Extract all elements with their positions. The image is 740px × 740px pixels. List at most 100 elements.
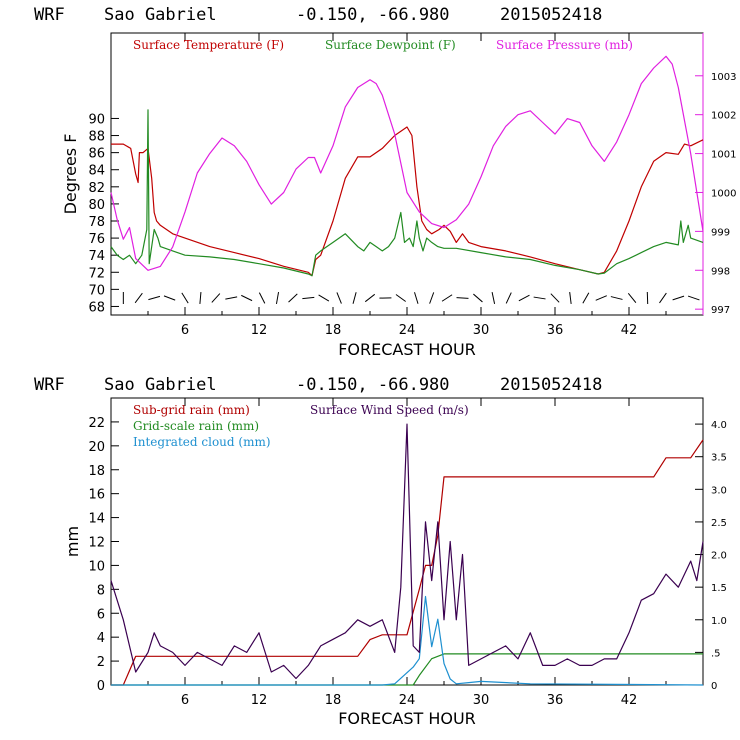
x-tick-label: 12 — [251, 693, 268, 708]
header-coords: -0.150, -66.980 — [296, 5, 450, 25]
y2-tick-label: 1002 — [711, 111, 736, 122]
legend-dewpoint: Surface Dewpoint (F) — [325, 38, 456, 52]
wind-barb — [134, 292, 143, 304]
header-model: WRF — [34, 375, 65, 395]
x-tick-label: 6 — [181, 693, 189, 708]
wind-barb — [163, 295, 176, 301]
wind-barb — [414, 292, 419, 304]
wind-barb — [610, 296, 623, 300]
y2-tick-label: 1.0 — [711, 616, 727, 627]
wind-barb — [258, 292, 266, 304]
legend-pressure: Surface Pressure (mb) — [496, 38, 633, 52]
y2-tick-label: .5 — [711, 648, 721, 659]
y-tick-label: 68 — [88, 300, 105, 315]
x-tick-label: 12 — [251, 323, 268, 338]
y2-tick-label: 997 — [711, 305, 730, 316]
x-tick-label: 36 — [547, 693, 564, 708]
wind-barbs-row — [122, 291, 700, 305]
y-axis-label: Degrees F — [61, 134, 80, 215]
wind-barb — [199, 291, 202, 305]
wind-barb — [211, 293, 221, 303]
y2-tick-label: 999 — [711, 227, 730, 238]
wind-barb — [336, 292, 342, 304]
plot-frame-1 — [110, 32, 704, 316]
y2-tick-label: 0 — [711, 681, 717, 692]
y2-tick-label: 2.0 — [711, 551, 727, 562]
y2-tick-label: 4.0 — [711, 420, 727, 431]
y-tick-label: 12 — [88, 536, 105, 551]
y2-tick-label: 1000 — [711, 188, 736, 199]
y2-tick-label: 1001 — [711, 150, 736, 161]
wind-barb — [318, 294, 330, 302]
wind-barb — [352, 292, 357, 304]
y-tick-label: 22 — [88, 416, 105, 431]
wind-barb — [505, 292, 512, 304]
y-tick-label: 90 — [88, 112, 105, 127]
wind-barb — [275, 292, 280, 304]
y-tick-label: 0 — [97, 679, 105, 694]
x-tick-label: 18 — [325, 693, 342, 708]
legend-gridscale: Grid-scale rain (mm) — [133, 419, 259, 433]
legend-subgrid: Sub-grid rain (mm) — [133, 403, 250, 417]
legend-temperature: Surface Temperature (F) — [133, 38, 284, 52]
wind-barb — [491, 292, 496, 304]
y-tick-label: 80 — [88, 198, 105, 213]
y-tick-label: 72 — [88, 266, 105, 281]
wind-barb — [627, 293, 637, 303]
wind-barb — [595, 295, 607, 301]
header-station: Sao Gabriel — [104, 375, 217, 395]
wind-barb — [533, 296, 546, 300]
y-tick-label: 76 — [88, 232, 105, 247]
y-tick-label: 74 — [88, 249, 105, 264]
wind-barb — [302, 296, 315, 300]
y2-tick-label: 1003 — [711, 72, 736, 83]
y2-tick-label: 3.5 — [711, 453, 727, 464]
y-tick-label: 6 — [97, 607, 105, 622]
series-line-surface-pressure-mb — [110, 55, 704, 271]
y2-tick-label: 3.0 — [711, 485, 727, 496]
wind-barb — [364, 293, 376, 303]
wind-barb — [395, 294, 406, 302]
x-tick-label: 36 — [547, 323, 564, 338]
y2-tick-label: 1.5 — [711, 583, 727, 594]
x-tick-label: 24 — [399, 693, 416, 708]
wind-barb — [518, 294, 530, 302]
series-line-surface-temperature-f — [111, 126, 704, 277]
header-coords: -0.150, -66.980 — [296, 375, 450, 395]
wind-barb — [672, 295, 685, 301]
wind-barb — [687, 295, 700, 301]
series-line-surface-wind-speed-m-s — [110, 423, 704, 680]
y-tick-label: 14 — [88, 512, 105, 527]
wind-barb — [473, 293, 483, 303]
x-tick-label: 24 — [399, 323, 416, 338]
x-tick-label: 6 — [181, 323, 189, 338]
header-station: Sao Gabriel — [104, 5, 217, 25]
legend-cloud: Integrated cloud (mm) — [133, 435, 271, 449]
x-axis-label: FORECAST HOUR — [338, 340, 476, 359]
y-tick-label: 82 — [88, 181, 105, 196]
y-axis-label: mm — [63, 526, 82, 557]
header-model: WRF — [34, 5, 65, 25]
wind-barb — [225, 296, 238, 300]
legend-wind: Surface Wind Speed (m/s) — [310, 403, 469, 417]
wind-barb — [181, 292, 189, 304]
y-tick-label: 2 — [97, 655, 105, 670]
wind-barb — [241, 294, 253, 302]
header-run: 2015052418 — [500, 5, 602, 25]
x-tick-label: 30 — [473, 323, 490, 338]
x-tick-label: 18 — [325, 323, 342, 338]
wind-barb — [569, 291, 572, 305]
x-axis-label: FORECAST HOUR — [338, 709, 476, 728]
wind-barb — [456, 297, 469, 299]
wind-barb — [582, 292, 590, 304]
x-tick-label: 42 — [621, 693, 638, 708]
wind-barb — [659, 292, 667, 304]
y2-tick-label: 2.5 — [711, 518, 727, 529]
y-tick-label: 10 — [88, 559, 105, 574]
y-tick-label: 18 — [88, 464, 105, 479]
y-tick-label: 84 — [88, 164, 105, 179]
y-tick-label: 16 — [88, 488, 105, 503]
y-tick-label: 8 — [97, 583, 105, 598]
y-tick-label: 20 — [88, 440, 105, 455]
